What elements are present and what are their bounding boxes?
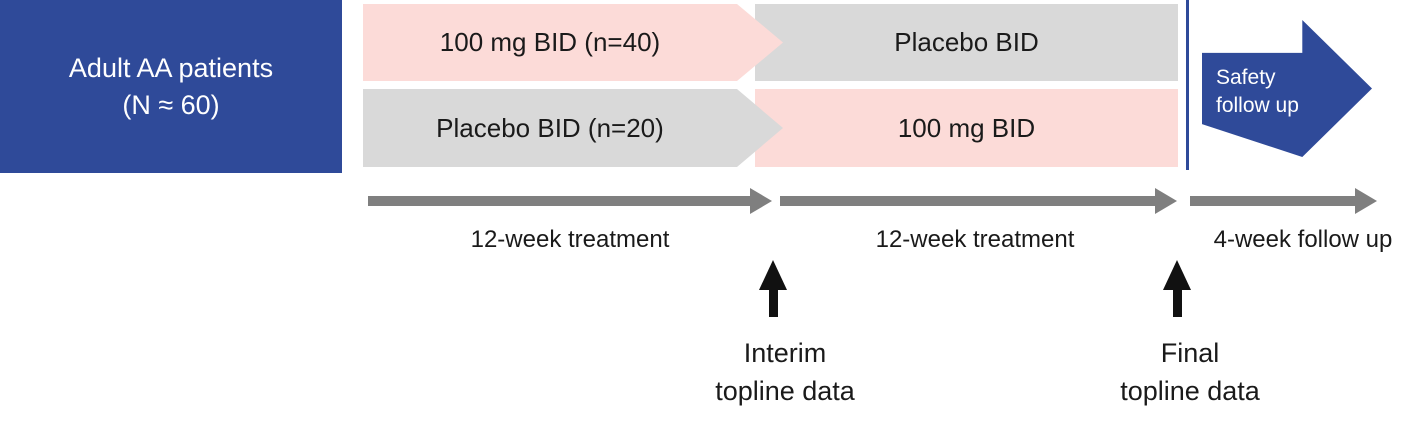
safety-divider-line <box>1186 0 1189 170</box>
final-milestone-label: Final topline data <box>1060 334 1320 410</box>
safety-follow-up-label: Safety follow up <box>1216 64 1299 120</box>
arm2-phase1-chevron: Placebo BID (n=20) <box>363 89 783 167</box>
final-milestone-line2: topline data <box>1120 376 1260 406</box>
right-arrowhead-icon <box>1355 188 1377 214</box>
arm2-phase2-block: 100 mg BID <box>755 89 1178 167</box>
period1-label: 12-week treatment <box>470 226 670 253</box>
final-milestone-line1: Final <box>1160 338 1220 368</box>
patient-population-line2: (N ≈ 60) <box>122 89 220 120</box>
right-arrowhead-icon <box>1155 188 1177 214</box>
timeline-arrow-shaft <box>1190 196 1355 206</box>
up-arrow-stem <box>768 290 778 317</box>
final-milestone-up-arrow-icon <box>1163 260 1191 317</box>
right-arrowhead-icon <box>750 188 772 214</box>
safety-label-line2: follow up <box>1216 94 1299 117</box>
treatment-arm-2: 100 mg BID Placebo BID (n=20) <box>0 89 1420 167</box>
arm2-phase1-label: Placebo BID (n=20) <box>436 112 664 143</box>
timeline-arrow-period1 <box>368 188 772 214</box>
timeline-arrow-period2 <box>780 188 1177 214</box>
timeline-arrow-shaft <box>368 196 750 206</box>
interim-milestone-label: Interim topline data <box>655 334 915 410</box>
up-arrowhead-icon <box>759 260 787 290</box>
arm2-phase2-label: 100 mg BID <box>897 112 1036 143</box>
safety-label-line1: Safety <box>1216 66 1276 89</box>
followup-period-label: 4-week follow up <box>1213 226 1393 253</box>
up-arrow-stem <box>1172 290 1182 317</box>
timeline-arrow-shaft <box>780 196 1155 206</box>
interim-milestone-line1: Interim <box>743 338 827 368</box>
arm1-phase2-label: Placebo BID <box>894 27 1039 57</box>
patient-population-box: Adult AA patients (N ≈ 60) <box>0 0 342 173</box>
timeline-arrow-followup <box>1190 188 1377 214</box>
arm1-phase1-label: 100 mg BID (n=40) <box>439 27 661 57</box>
arm1-phase1-chevron: 100 mg BID (n=40) <box>363 4 783 81</box>
up-arrowhead-icon <box>1163 260 1191 290</box>
arm1-phase2-block: Placebo BID <box>755 4 1178 81</box>
interim-milestone-line2: topline data <box>715 376 855 406</box>
treatment-arm-1: Placebo BID 100 mg BID (n=40) <box>0 4 1420 81</box>
patient-population-line1: Adult AA patients <box>68 52 274 83</box>
period2-label: 12-week treatment <box>875 226 1075 253</box>
interim-milestone-up-arrow-icon <box>759 260 787 317</box>
